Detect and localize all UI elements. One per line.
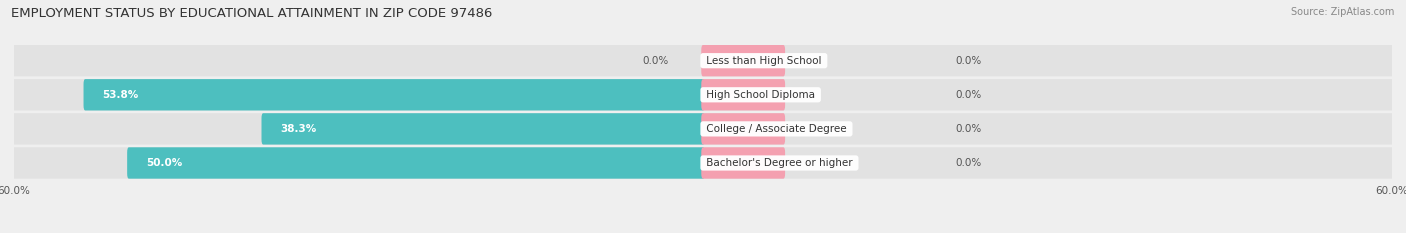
FancyBboxPatch shape [702,113,785,144]
FancyBboxPatch shape [83,79,704,110]
Text: 50.0%: 50.0% [146,158,183,168]
Text: Source: ZipAtlas.com: Source: ZipAtlas.com [1291,7,1395,17]
FancyBboxPatch shape [262,113,704,144]
Text: Less than High School: Less than High School [703,56,825,66]
FancyBboxPatch shape [13,113,1393,144]
Text: 0.0%: 0.0% [643,56,669,66]
Text: 38.3%: 38.3% [280,124,316,134]
FancyBboxPatch shape [702,147,785,179]
Text: 0.0%: 0.0% [956,124,981,134]
FancyBboxPatch shape [13,45,1393,76]
Text: EMPLOYMENT STATUS BY EDUCATIONAL ATTAINMENT IN ZIP CODE 97486: EMPLOYMENT STATUS BY EDUCATIONAL ATTAINM… [11,7,492,20]
FancyBboxPatch shape [127,147,704,179]
Text: High School Diploma: High School Diploma [703,90,818,100]
FancyBboxPatch shape [13,79,1393,110]
Text: College / Associate Degree: College / Associate Degree [703,124,849,134]
Text: 0.0%: 0.0% [956,90,981,100]
Text: 0.0%: 0.0% [956,56,981,66]
FancyBboxPatch shape [702,79,785,110]
FancyBboxPatch shape [702,45,785,76]
Text: Bachelor's Degree or higher: Bachelor's Degree or higher [703,158,856,168]
FancyBboxPatch shape [13,147,1393,179]
Text: 0.0%: 0.0% [956,158,981,168]
Text: 53.8%: 53.8% [103,90,139,100]
